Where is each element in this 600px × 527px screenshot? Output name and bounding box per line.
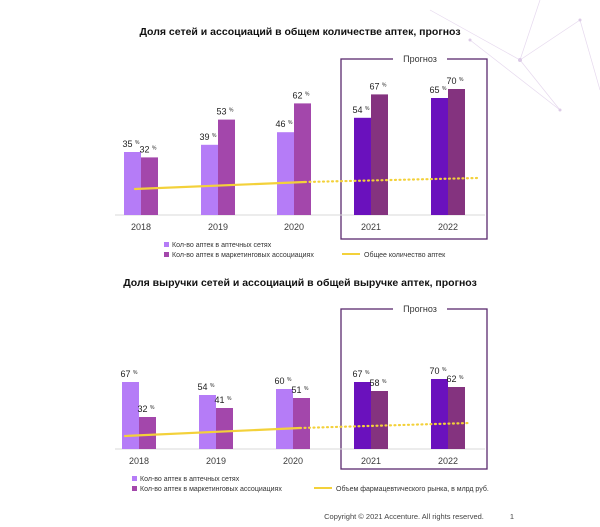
legend-label-trend: Общее количество аптек: [364, 251, 446, 259]
bar-chains-2018: [124, 152, 141, 215]
bar-associations-2019: [216, 408, 233, 449]
bar-chains-2019: [199, 395, 216, 449]
value-label-chains-2019: 39 %: [200, 132, 218, 142]
bar-chains-2020: [277, 132, 294, 215]
bar-chains-2021: [354, 117, 371, 215]
value-label-associations-2022: 70 %: [447, 76, 465, 86]
trend-line-group: [123, 421, 472, 438]
value-label-chains-2022: 65 %: [430, 85, 448, 95]
bar-associations-2019: [218, 119, 235, 215]
forecast-label: Прогноз: [403, 54, 437, 64]
chart-revenue-share: Доля выручки сетей и ассоциаций в общей …: [115, 277, 489, 493]
trend-line-actual: [123, 426, 302, 438]
chart-pharmacy-count-share: Доля сетей и ассоциаций в общем количест…: [115, 26, 488, 259]
x-tick-labels-group: 2018 2019 2020 2021 2022: [129, 456, 458, 466]
trend-line-forecast: [303, 176, 480, 184]
value-label-associations-2020: 51 %: [292, 385, 310, 395]
legend: Кол-во аптек в аптечных сетях Кол-во апт…: [164, 242, 446, 259]
x-tick-label-2021: 2021: [361, 222, 381, 232]
x-tick-label-2021: 2021: [361, 456, 381, 466]
footer-copyright: Copyright © 2021 Accenture. All rights r…: [324, 512, 484, 521]
x-tick-label-2018: 2018: [129, 456, 149, 466]
value-label-associations-2018: 32 %: [138, 404, 156, 414]
bar-chains-2022: [431, 98, 448, 215]
value-label-chains-2019: 54 %: [198, 382, 216, 392]
value-label-associations-2018: 32 %: [140, 144, 158, 154]
x-tick-label-2020: 2020: [283, 456, 303, 466]
x-tick-label-2018: 2018: [131, 222, 151, 232]
legend-swatch-associations: [164, 252, 169, 257]
value-label-chains-2021: 67 %: [353, 369, 371, 379]
legend-swatch-chains: [132, 476, 137, 481]
x-tick-label-2022: 2022: [438, 222, 458, 232]
footer-page-number: 1: [510, 512, 514, 521]
x-tick-label-2022: 2022: [438, 456, 458, 466]
bar-chains-2018: [122, 382, 139, 449]
legend-label-chains: Кол-во аптек в аптечных сетях: [172, 242, 272, 249]
legend-swatch-chains: [164, 242, 169, 247]
legend-label-associations: Кол-во аптек в маркетинговых ассоциациях: [140, 486, 282, 493]
bar-chains-2021: [354, 382, 371, 449]
bar-associations-2021: [371, 94, 388, 215]
value-labels-group: 35 %32 % 39 % 53 % 46 % 62 % 54 % 67 % 65 %70 %: [123, 76, 465, 154]
bar-associations-2022: [448, 89, 465, 215]
value-labels-group: 67 %32 %54 %41 %60 %51 %67 %58 %70 %62 %: [121, 366, 465, 414]
bars-group: [122, 379, 465, 449]
legend: Кол-во аптек в аптечных сетях Кол-во апт…: [132, 476, 489, 493]
forecast-label: Прогноз: [403, 304, 437, 314]
value-label-associations-2022: 62 %: [447, 374, 465, 384]
legend-label-associations: Кол-во аптек в маркетинговых ассоциациях: [172, 252, 314, 259]
value-label-associations-2021: 58 %: [370, 378, 388, 388]
bar-associations-2018: [139, 417, 156, 449]
value-label-chains-2020: 60 %: [275, 376, 293, 386]
bar-associations-2022: [448, 387, 465, 449]
value-label-chains-2021: 54 %: [353, 105, 371, 115]
bar-associations-2020: [293, 398, 310, 449]
value-label-associations-2019: 53 %: [217, 107, 235, 117]
x-tick-label-2019: 2019: [208, 222, 228, 232]
value-label-associations-2021: 67 %: [370, 81, 388, 91]
bar-chains-2020: [276, 389, 293, 449]
forecast-label-bg: [393, 52, 447, 66]
x-tick-label-2019: 2019: [206, 456, 226, 466]
bar-associations-2018: [141, 157, 158, 215]
x-tick-labels-group: 2018 2019 2020 2021 2022: [131, 222, 458, 232]
value-label-chains-2020: 46 %: [276, 119, 294, 129]
legend-label-chains: Кол-во аптек в аптечных сетях: [140, 476, 240, 483]
chart-title: Доля сетей и ассоциаций в общем количест…: [139, 26, 460, 38]
trend-line-forecast: [298, 421, 472, 430]
chart-title: Доля выручки сетей и ассоциаций в общей …: [123, 277, 477, 289]
bar-associations-2020: [294, 103, 311, 215]
bars-group: [124, 89, 465, 215]
value-label-associations-2019: 41 %: [215, 395, 233, 405]
legend-swatch-associations: [132, 486, 137, 491]
value-label-chains-2022: 70 %: [430, 366, 448, 376]
value-label-chains-2018: 67 %: [121, 369, 139, 379]
bar-associations-2021: [371, 391, 388, 449]
forecast-label-bg: [393, 302, 447, 316]
trend-line-actual: [133, 180, 307, 191]
x-tick-label-2020: 2020: [284, 222, 304, 232]
bar-chains-2022: [431, 379, 448, 449]
trend-line-group: [133, 176, 480, 191]
legend-label-trend: Объем фармацевтического рынка, в млрд ру…: [336, 485, 489, 493]
bar-chains-2019: [201, 144, 218, 215]
value-label-chains-2018: 35 %: [123, 139, 141, 149]
value-label-associations-2020: 62 %: [293, 90, 311, 100]
